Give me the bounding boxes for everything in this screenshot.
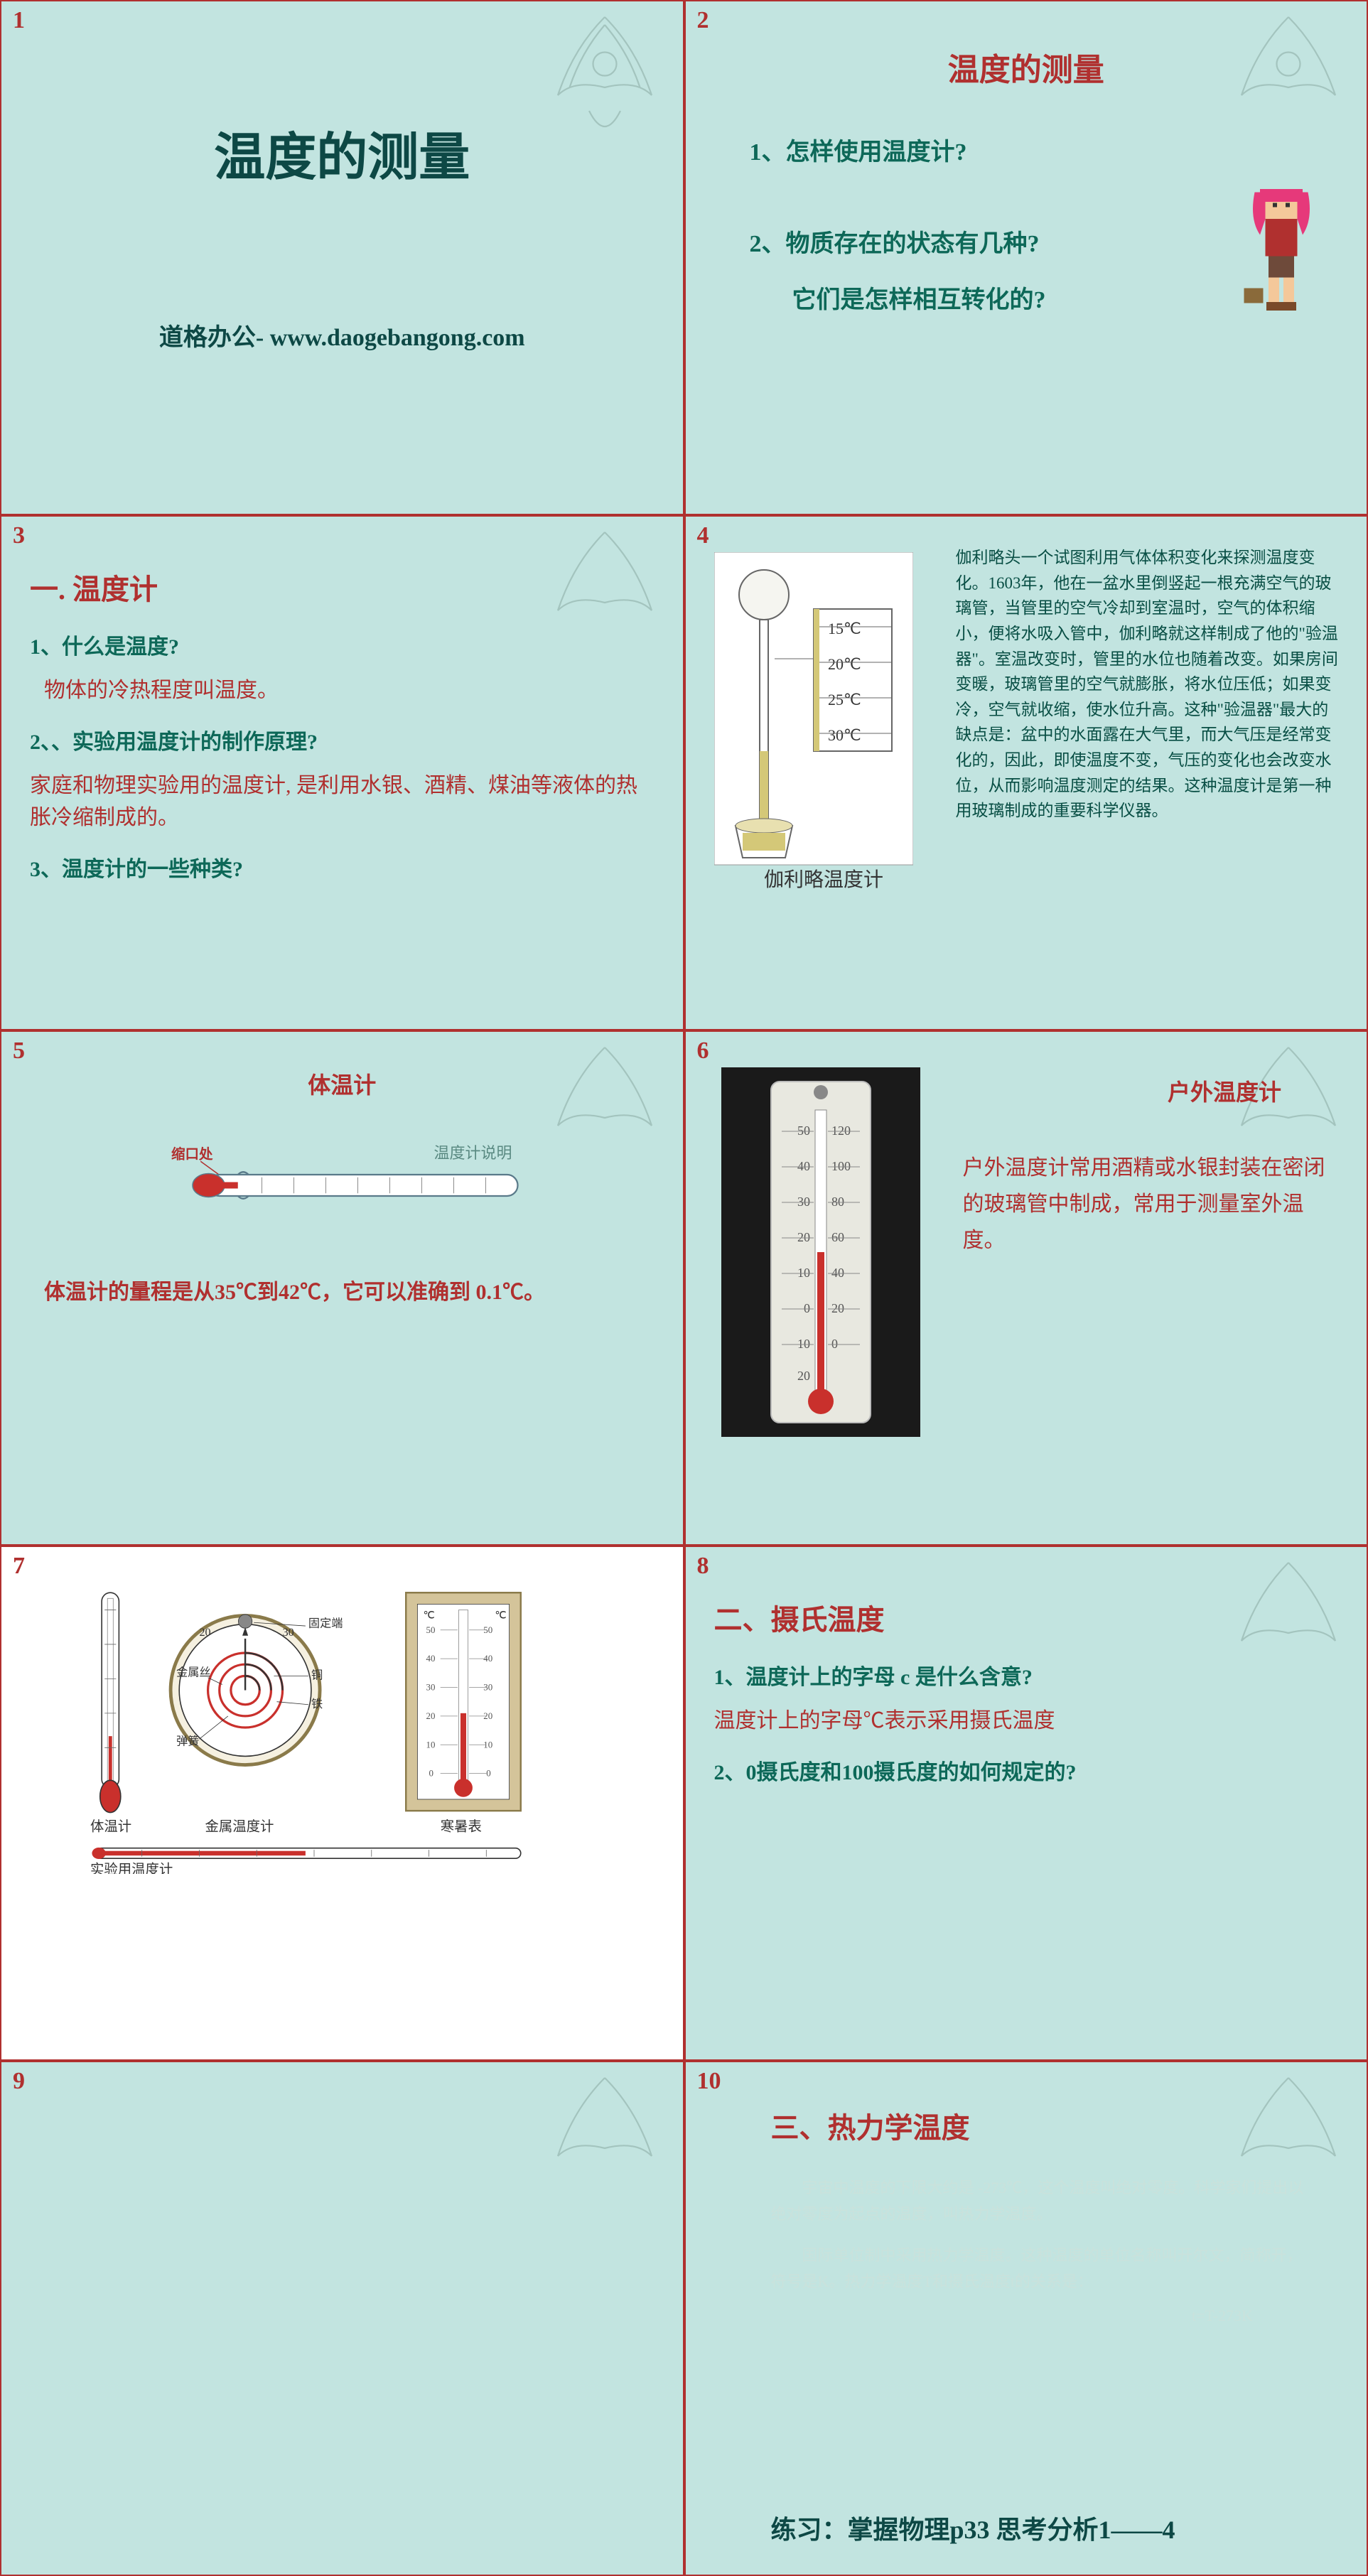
svg-text:100: 100	[831, 1159, 851, 1173]
outdoor-thermometer-diagram: 5040 3020 100 1020 120100 8060 4020 0	[721, 1067, 920, 1437]
svg-text:弹簧: 弹簧	[176, 1734, 199, 1747]
bird-decoration-icon	[527, 2062, 683, 2219]
svg-text:铜: 铜	[311, 1669, 323, 1681]
svg-text:伽利略温度计: 伽利略温度计	[764, 868, 883, 891]
three-thermometers-diagram: 体温计 20 30 金属丝 弹簧 固定端	[30, 1575, 598, 1874]
q2: 2、0摄氏度和100摄氏度的如何规定的?	[714, 1755, 1339, 1786]
svg-text:10: 10	[426, 1739, 436, 1750]
slide-3: 3 一. 温度计 1、什么是温度? 物体的冷热程度叫温度。 2、、实验用温度计的…	[0, 515, 684, 1030]
svg-text:20℃: 20℃	[828, 655, 861, 673]
slide-number: 2	[697, 7, 709, 34]
section-heading: 二、摄氏温度	[714, 1597, 1339, 1638]
slide-number: 10	[697, 2068, 721, 2095]
svg-text:寒暑表: 寒暑表	[441, 1818, 482, 1834]
svg-text:℃: ℃	[495, 1610, 506, 1622]
svg-text:60: 60	[831, 1230, 844, 1244]
slide-number: 7	[13, 1553, 25, 1580]
svg-text:0: 0	[429, 1768, 433, 1779]
question-2b: 它们是怎样相互转化的?	[792, 280, 1339, 315]
svg-text:10: 10	[797, 1266, 810, 1280]
question-1: 1、怎样使用温度计?	[750, 132, 1339, 167]
svg-text:30℃: 30℃	[828, 726, 861, 744]
section-heading: 三、热力学温度	[771, 2105, 1339, 2146]
slide-number: 3	[13, 522, 25, 549]
q1: 1、温度计上的字母 c 是什么含意?	[714, 1659, 1339, 1691]
svg-text:实验用温度计: 实验用温度计	[90, 1862, 173, 1874]
slide-8: 8 二、摄氏温度 1、温度计上的字母 c 是什么含意? 温度计上的字母℃表示采用…	[684, 1546, 1368, 2061]
slide-number: 6	[697, 1038, 709, 1065]
svg-text:20: 20	[831, 1301, 844, 1315]
svg-text:金属丝: 金属丝	[176, 1666, 210, 1678]
slide-6: 6 5040 3020 100 1020	[684, 1030, 1368, 1546]
q1: 1、什么是温度?	[30, 629, 655, 660]
svg-text:体温计: 体温计	[90, 1818, 131, 1834]
a1: 物体的冷热程度叫温度。	[44, 674, 655, 706]
slide-number: 8	[697, 1553, 709, 1580]
formula: t=T-273K	[714, 2302, 1254, 2329]
galileo-thermometer-diagram: 15℃ 20℃ 25℃ 30℃ 伽利略温度计	[714, 552, 913, 893]
svg-text:40: 40	[426, 1653, 436, 1664]
svg-text:20: 20	[426, 1710, 436, 1721]
svg-text:缩口处: 缩口处	[171, 1146, 213, 1163]
svg-text:20: 20	[483, 1710, 492, 1721]
slide-number: 1	[13, 7, 25, 34]
section-heading: 一. 温度计	[30, 566, 655, 608]
slide-5: 5 体温计 缩口处 体温计的量程是从35℃到42℃，它可以准确到 0.1℃	[0, 1030, 684, 1546]
main-title: 温度的测量	[30, 115, 655, 190]
svg-text:40: 40	[831, 1266, 844, 1280]
svg-text:固定端: 固定端	[308, 1617, 343, 1630]
svg-text:10: 10	[797, 1337, 810, 1351]
svg-text:50: 50	[797, 1123, 810, 1138]
body-thermometer-diagram: 缩口处	[93, 1143, 591, 1228]
a2: 家庭和物理实验用的温度计, 是利用水银、酒精、煤油等液体的热胀冷缩制成的。	[30, 770, 655, 834]
svg-text:30: 30	[797, 1195, 810, 1209]
slide-title: 温度的测量	[714, 44, 1339, 90]
svg-text:50: 50	[483, 1624, 492, 1635]
outdoor-text: 户外温度计常用酒精或水银封装在密闭的玻璃管中制成，常用于测量室外温度。	[963, 1150, 1339, 1259]
slide-7: 7 体温计 20	[0, 1546, 684, 2061]
slide-2: 2 温度的测量 1、怎样使用温度计? 2、物质存在的状态有几种? 它们是怎样相互…	[684, 0, 1368, 515]
body-2: 国际单位制中采用热力学温度。这种温度的单位名称叫开尔文，简称开，符号是K。热力学…	[771, 2242, 1310, 2295]
slide-9: 9	[0, 2061, 684, 2576]
svg-text:铁: 铁	[311, 1698, 323, 1710]
slide-1: 1 温度的测量 道格办公- www.daogebangong.com	[0, 0, 684, 515]
svg-text:30: 30	[426, 1682, 436, 1693]
svg-text:30: 30	[283, 1627, 294, 1639]
svg-text:℃: ℃	[423, 1610, 434, 1622]
q2: 2、、实验用温度计的制作原理?	[30, 724, 655, 755]
svg-text:20: 20	[797, 1230, 810, 1244]
slide-number: 9	[13, 2068, 25, 2095]
q3: 3、温度计的一些种类?	[30, 851, 655, 883]
svg-text:0: 0	[804, 1301, 810, 1315]
watermark: 温度计说明	[433, 1141, 512, 1163]
svg-text:10: 10	[483, 1739, 492, 1750]
svg-text:50: 50	[426, 1624, 436, 1635]
svg-text:25℃: 25℃	[828, 691, 861, 708]
svg-text:40: 40	[483, 1653, 492, 1664]
body-therm-title: 体温计	[30, 1067, 655, 1100]
svg-text:0: 0	[831, 1337, 838, 1351]
svg-text:20: 20	[199, 1627, 210, 1639]
exercise-text: 练习：掌握物理p33 思考分析1——4	[771, 2509, 1175, 2546]
svg-text:40: 40	[797, 1159, 810, 1173]
svg-text:15℃: 15℃	[828, 620, 861, 637]
body-1: 宇宙中温度的下限大约是 -273℃，这个温度叫绝对零度。科学家们提出以绝对零度为…	[771, 2174, 1310, 2228]
outdoor-title: 户外温度计	[963, 1074, 1282, 1107]
slide-number: 5	[13, 1038, 25, 1065]
svg-text:120: 120	[831, 1123, 851, 1138]
subtitle-link: 道格办公- www.daogebangong.com	[30, 318, 655, 352]
galileo-text: 伽利略头一个试图利用气体体积变化来探测温度变化。1603年，他在一盆水里倒竖起一…	[956, 545, 1339, 824]
a1: 温度计上的字母℃表示采用摄氏温度	[714, 1705, 1339, 1737]
svg-text:0: 0	[486, 1768, 490, 1779]
svg-text:20: 20	[797, 1369, 810, 1383]
svg-text:金属温度计: 金属温度计	[205, 1818, 274, 1834]
svg-text:80: 80	[831, 1195, 844, 1209]
slide-10: 10 三、热力学温度 宇宙中温度的下限大约是 -273℃，这个温度叫绝对零度。科…	[684, 2061, 1368, 2576]
slide-number: 4	[697, 522, 709, 549]
slide-4: 4 15℃ 20℃ 25℃ 30℃	[684, 515, 1368, 1030]
question-2a: 2、物质存在的状态有几种?	[750, 224, 1339, 259]
svg-text:30: 30	[483, 1682, 492, 1693]
body-therm-caption: 体温计的量程是从35℃到42℃，它可以准确到 0.1℃。	[44, 1274, 655, 1305]
